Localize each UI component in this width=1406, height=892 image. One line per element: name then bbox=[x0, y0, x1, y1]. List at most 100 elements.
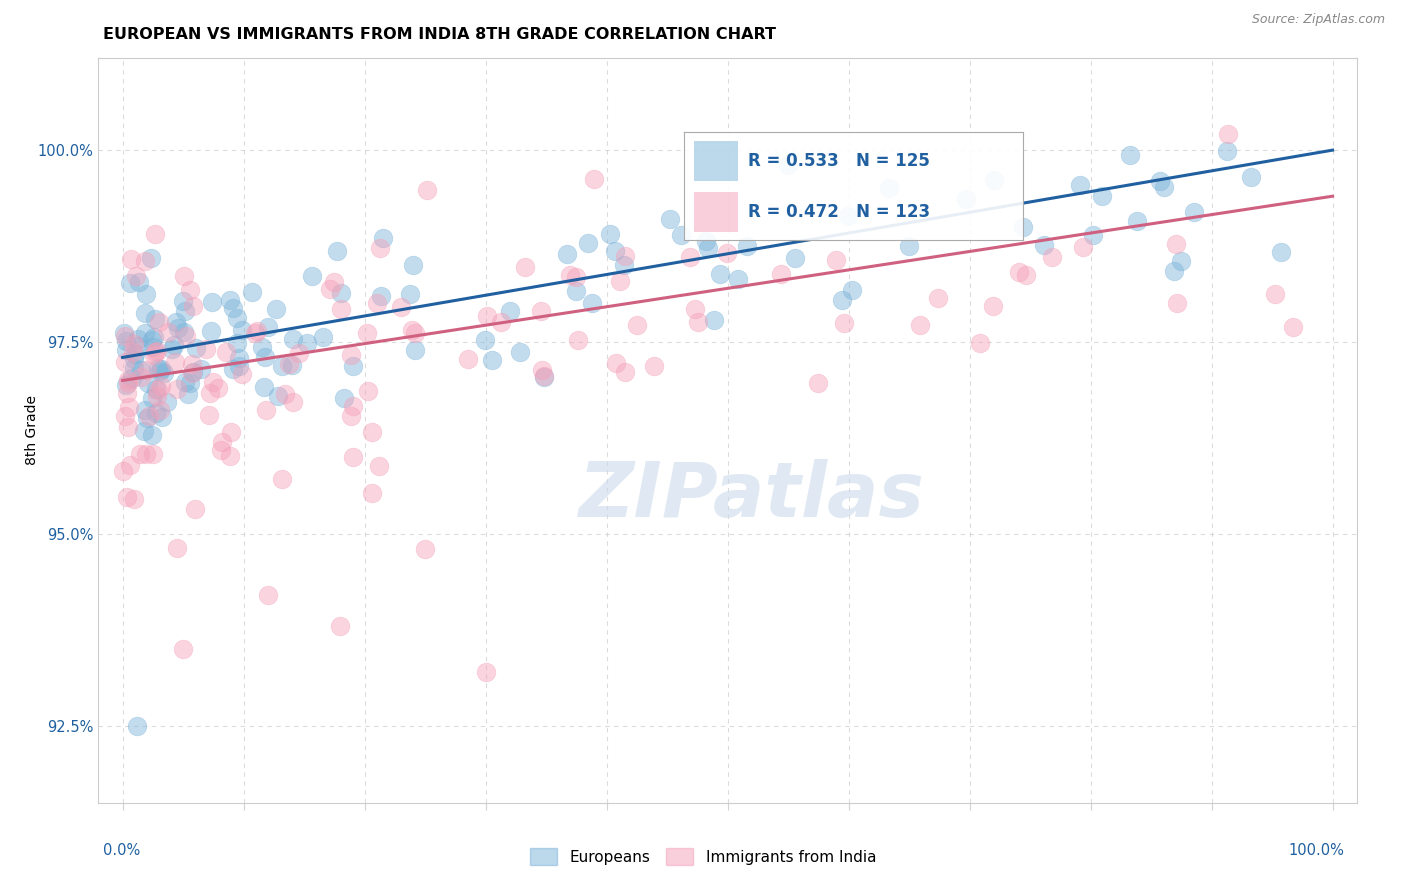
Point bbox=[581, 296, 603, 310]
Point bbox=[134, 306, 156, 320]
Text: 100.0%: 100.0% bbox=[1288, 843, 1344, 858]
Point bbox=[831, 293, 853, 307]
Point bbox=[117, 420, 139, 434]
Point bbox=[117, 490, 139, 504]
Point bbox=[228, 351, 250, 366]
Point bbox=[1149, 174, 1171, 188]
Point bbox=[370, 289, 392, 303]
Point bbox=[112, 326, 135, 341]
Point bbox=[166, 541, 188, 555]
Point bbox=[138, 376, 160, 391]
Point bbox=[240, 285, 263, 300]
Point bbox=[1282, 319, 1305, 334]
Point bbox=[659, 212, 682, 227]
Point bbox=[807, 376, 830, 391]
Point bbox=[183, 365, 205, 379]
Point bbox=[696, 241, 718, 255]
Point bbox=[834, 316, 856, 330]
Point bbox=[342, 450, 364, 464]
Point bbox=[121, 371, 143, 385]
Point bbox=[135, 286, 157, 301]
Point bbox=[142, 447, 165, 461]
Point bbox=[389, 300, 412, 314]
Point bbox=[135, 448, 157, 462]
Point bbox=[560, 268, 582, 282]
Point bbox=[371, 230, 394, 244]
Point bbox=[583, 172, 606, 186]
Point bbox=[908, 318, 931, 333]
Point bbox=[173, 325, 195, 339]
Point bbox=[179, 283, 201, 297]
Point bbox=[679, 250, 702, 264]
Point bbox=[340, 348, 363, 362]
Point bbox=[118, 401, 141, 415]
Point bbox=[200, 325, 222, 339]
Point bbox=[122, 360, 145, 375]
Point bbox=[281, 332, 304, 346]
Point bbox=[404, 326, 426, 341]
Point bbox=[1216, 145, 1239, 159]
Point bbox=[402, 258, 425, 272]
Point bbox=[477, 309, 499, 323]
Point bbox=[222, 362, 245, 376]
Point bbox=[398, 287, 420, 301]
Point bbox=[136, 363, 159, 377]
Point bbox=[198, 386, 221, 401]
Point bbox=[530, 304, 553, 318]
Point bbox=[368, 241, 391, 255]
Point bbox=[776, 158, 799, 172]
Point bbox=[125, 269, 148, 284]
Point bbox=[141, 333, 163, 347]
Point bbox=[219, 425, 242, 439]
Point bbox=[180, 366, 202, 380]
Point bbox=[256, 589, 278, 603]
Point bbox=[769, 267, 792, 281]
Point bbox=[134, 326, 156, 341]
Point bbox=[122, 351, 145, 366]
Point bbox=[333, 391, 356, 405]
Point bbox=[114, 328, 136, 343]
Point bbox=[413, 542, 436, 557]
Point bbox=[342, 359, 364, 373]
Point bbox=[118, 276, 141, 290]
Point bbox=[111, 464, 134, 478]
Point bbox=[669, 227, 692, 242]
Point bbox=[246, 324, 269, 338]
Point bbox=[150, 409, 173, 424]
Point bbox=[179, 376, 201, 390]
Point bbox=[416, 183, 439, 197]
Point bbox=[323, 276, 346, 290]
Point bbox=[134, 403, 156, 417]
Point bbox=[150, 362, 173, 376]
Point bbox=[267, 389, 290, 403]
Point bbox=[141, 428, 163, 442]
Point bbox=[613, 258, 636, 272]
Point bbox=[983, 172, 1005, 186]
Point bbox=[1032, 238, 1054, 252]
Point bbox=[198, 408, 221, 422]
Point bbox=[1170, 253, 1192, 268]
Point bbox=[1264, 287, 1286, 301]
Point bbox=[330, 301, 353, 316]
Point bbox=[117, 386, 139, 401]
Point bbox=[184, 501, 207, 516]
Point bbox=[356, 326, 378, 341]
Point bbox=[127, 719, 149, 733]
Point bbox=[1163, 264, 1185, 278]
Point bbox=[474, 665, 496, 680]
Point bbox=[1069, 178, 1091, 193]
Point bbox=[564, 284, 586, 298]
Point bbox=[254, 350, 277, 364]
Point bbox=[146, 344, 169, 359]
Point bbox=[166, 321, 188, 335]
Point bbox=[643, 359, 665, 374]
Point bbox=[142, 348, 165, 362]
Point bbox=[174, 375, 197, 389]
Point bbox=[231, 323, 253, 337]
Point bbox=[513, 260, 536, 275]
Point bbox=[1216, 127, 1239, 141]
Point bbox=[356, 384, 378, 398]
Point bbox=[145, 406, 167, 420]
Point bbox=[127, 331, 149, 345]
Point bbox=[576, 235, 599, 250]
